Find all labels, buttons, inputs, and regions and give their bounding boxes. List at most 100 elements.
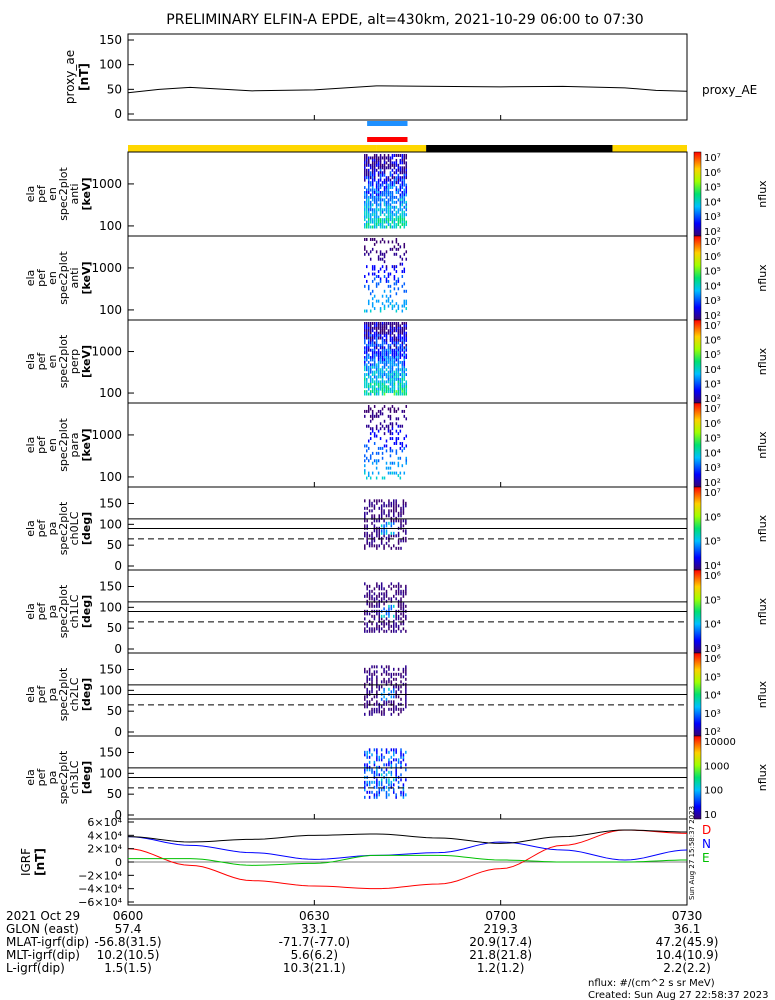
spectrogram-cell	[365, 309, 368, 313]
spectrogram-cell	[389, 198, 392, 202]
spectrogram-cell	[373, 365, 376, 369]
pitch-angle-cell	[402, 788, 405, 792]
panel-label-line: pef	[35, 352, 48, 371]
spectrogram-cell	[395, 225, 398, 229]
pitch-angle-cell	[400, 680, 402, 684]
panel-label-line: pef	[35, 519, 48, 538]
spectrogram-cell	[365, 265, 368, 269]
spectrogram-cell	[377, 173, 380, 177]
spectrogram-cell	[369, 407, 372, 411]
pitch-angle-cell	[405, 670, 407, 674]
pitch-angle-cell	[405, 763, 407, 767]
panel-unit: [deg]	[80, 595, 93, 628]
panel-label-line: spec2plot	[57, 418, 70, 472]
spectrogram-cell	[373, 392, 376, 396]
pitch-angle-cell	[376, 534, 378, 538]
pitch-angle-cell	[400, 765, 402, 769]
pitch-angle-cell	[373, 604, 376, 608]
pitch-angle-cell	[390, 695, 393, 699]
pitch-angle-cell	[397, 687, 400, 691]
spectrogram-cell	[375, 365, 378, 369]
pitch-angle-cell	[368, 700, 371, 704]
spectrogram-cell	[395, 176, 398, 180]
colorbar-tick-label: 10⁵	[704, 537, 721, 548]
pitch-angle-cell	[390, 587, 393, 591]
spectrogram-cell	[381, 387, 384, 391]
spectrogram-cell	[395, 292, 398, 296]
spectrogram-cell	[373, 331, 376, 335]
spectrogram-cell	[371, 191, 374, 194]
spectrogram-cell	[403, 373, 406, 377]
spectrogram-cell	[399, 353, 402, 357]
spectrogram-cell	[383, 203, 386, 207]
spectrogram-cell	[387, 348, 390, 352]
colorbar	[693, 735, 702, 820]
spectrogram-cell	[379, 427, 382, 431]
pitch-angle-cell	[405, 687, 407, 691]
spectrogram-cell	[399, 208, 402, 212]
spectrogram-cell	[379, 198, 382, 202]
pitch-angle-cell	[395, 516, 397, 520]
spectrogram-cell	[364, 392, 366, 396]
pitch-angle-cell	[376, 627, 378, 631]
spectrogram-cell	[403, 245, 406, 249]
spectrogram-cell	[387, 284, 390, 288]
proxy-ae-ytick-label: 100	[99, 58, 122, 72]
pitch-angle-cell	[400, 511, 402, 515]
pitch-angle-cell	[395, 778, 397, 782]
pitch-angle-cell	[376, 748, 378, 752]
pitch-angle-cell	[393, 672, 395, 676]
pitch-angle-cell	[385, 793, 388, 797]
panel-label-line: ch0LC	[68, 511, 81, 545]
spectrogram-cell	[381, 302, 384, 306]
pitch-angle-cell	[388, 607, 390, 611]
spectrogram-cell	[397, 464, 400, 468]
spectrogram-cell	[373, 173, 376, 177]
spectrogram-cell	[364, 205, 366, 209]
spectrogram-cell	[383, 173, 386, 177]
spectrogram-cell	[377, 375, 380, 379]
spectrogram-cell	[389, 417, 392, 421]
pitch-angle-cell	[364, 612, 366, 616]
spectrogram-cell	[367, 370, 370, 374]
spectrogram-cell	[391, 437, 394, 441]
pitch-angle-cell	[385, 629, 388, 633]
spectrogram-cell	[369, 334, 372, 338]
spectrogram-cell	[391, 339, 394, 342]
pitch-angle-cell	[364, 544, 366, 548]
spectrogram-cell	[403, 154, 406, 157]
spectrogram-cell	[383, 387, 386, 391]
spectrogram-cell	[405, 213, 408, 217]
spectrogram-cell	[391, 265, 394, 269]
pitch-angle-cell	[395, 765, 397, 769]
spectrogram-cell	[383, 326, 386, 330]
pitch-angle-cell	[402, 529, 405, 533]
pitch-angle-cell	[366, 506, 368, 510]
pitch-angle-cells	[364, 665, 407, 716]
spectrogram-cell	[369, 365, 372, 369]
spectrogram-cell	[375, 282, 378, 286]
pitch-angle-cell	[373, 695, 376, 699]
spectrogram-cell	[387, 360, 390, 364]
spectrogram-cell	[405, 173, 408, 177]
spectrogram-cell	[369, 203, 372, 207]
pitch-angle-cell	[393, 707, 395, 711]
pitch-angle-cell	[380, 509, 383, 513]
spectrogram-cell	[403, 304, 406, 308]
spectrogram-cell	[395, 392, 398, 396]
spectrogram-cell	[377, 387, 380, 391]
spectrogram-cell	[369, 213, 372, 217]
spectrogram-cell	[387, 220, 390, 224]
pitch-angle-cell	[380, 712, 383, 716]
spectrogram-cell	[383, 348, 386, 352]
pitch-angle-cell	[371, 534, 373, 538]
spectrogram-cell	[364, 275, 366, 278]
pitch-angle-cell	[376, 602, 378, 606]
spectrogram-cell	[387, 186, 390, 190]
spectrogram-cell	[387, 373, 390, 377]
spectrogram-cell	[371, 414, 374, 418]
spectrogram-cell	[375, 205, 378, 209]
footer-row-label: MLT-igrf(dip)	[6, 948, 80, 962]
pitch-angle-cell	[390, 702, 393, 706]
spectrogram-cell	[381, 343, 384, 347]
